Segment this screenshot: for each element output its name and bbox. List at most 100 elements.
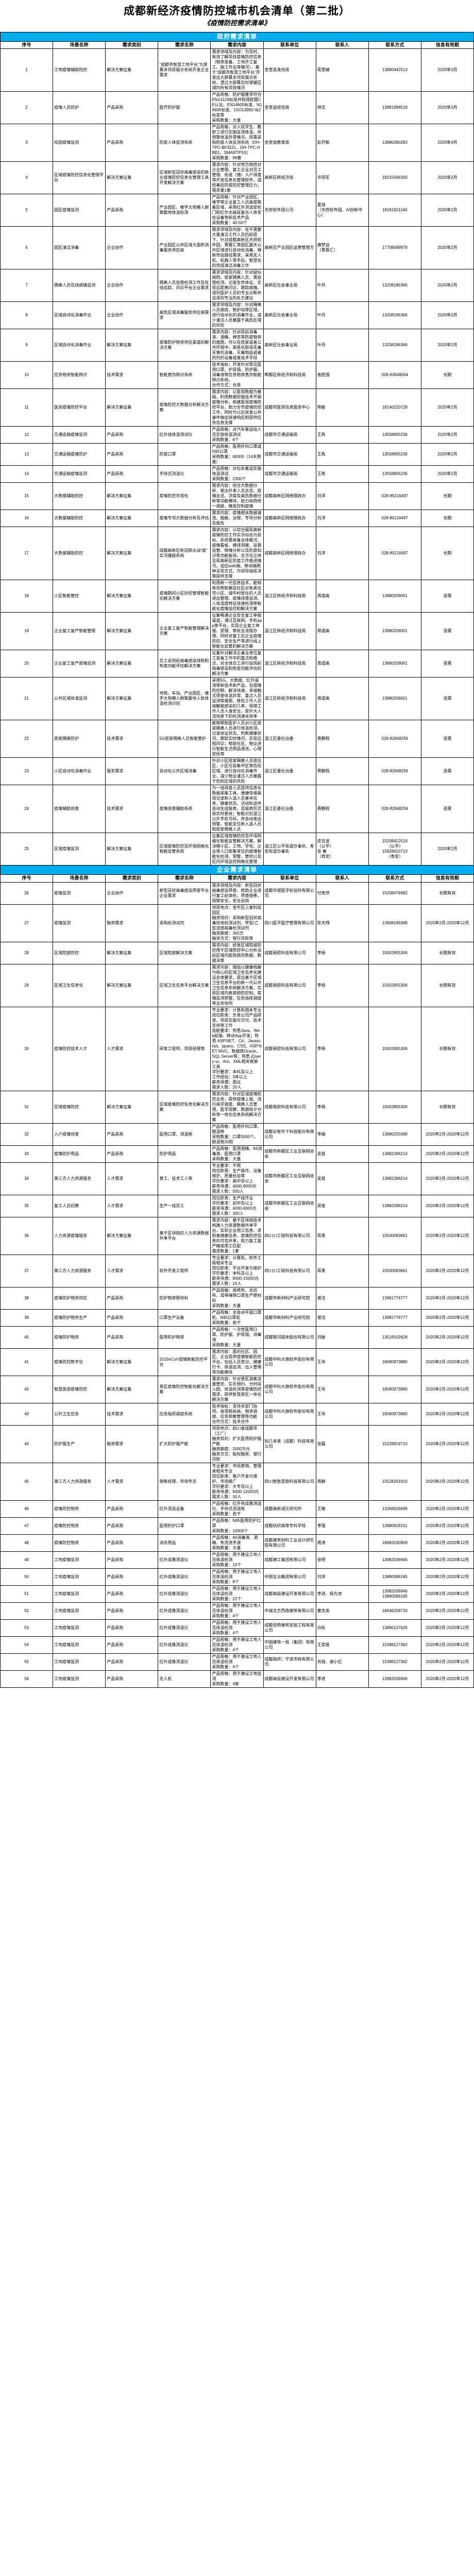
row-index: 55	[0, 1653, 54, 1671]
row-scene: 复工人员招聘	[53, 1194, 106, 1217]
row-contact-person: 李杨	[315, 1006, 369, 1091]
table-row: 17 大数据辅助防控 解决方案征集 成都高新区新冠肺炎战“疫”实况播报系统 需求内容：以…	[0, 527, 474, 581]
row-scene: 疫情防护用品	[53, 1145, 106, 1163]
row-contact-org: 成都高投建设开发有限公司	[263, 1670, 316, 1688]
row-contact-method: 18215566300	[368, 161, 421, 195]
row-demand-content: 专业要求：市场营销、管理类相关专业 岗位职责：客户开发与维护、市场推广 学历要求…	[210, 1462, 264, 1501]
row-contact-person: 刘洋	[315, 527, 369, 581]
row-category: 产品采购	[105, 1326, 159, 1349]
row-demand-name: 5G居家隔离人员智能管护	[158, 720, 211, 758]
table-header-row: 序号 场景名称 需求类别 需求名称 需求内容 联系单位 联系人 联系方式 信息有效期	[0, 41, 474, 49]
row-scene: 疫情监测	[53, 904, 106, 942]
row-demand-name: 产业园区公共区域大面积消毒服务供应商	[158, 226, 211, 270]
row-contact-method: 18080973880	[368, 1402, 421, 1426]
row-contact-method: 13208186366	[368, 269, 421, 302]
row-demand-name: 红外成像测温仪	[158, 1636, 211, 1654]
row-scene: 疫情防控物资	[53, 1500, 106, 1518]
row-validity: 2020年2月-2020年12月	[420, 1254, 474, 1287]
row-demand-name: 防疫口罩	[158, 443, 211, 466]
row-demand-content: 产品规格：熔喷布、无纺布、耳带绳等口罩生产原材料 采购数量：大量	[210, 1286, 264, 1310]
row-contact-org: 金堂县经信局	[263, 91, 316, 125]
row-validity: 亟需	[420, 720, 474, 758]
row-category: 产品采购	[105, 1568, 159, 1586]
row-category: 企业协作	[105, 269, 159, 302]
row-demand-name: 防护用品	[158, 1145, 211, 1163]
column-header-content: 需求内容	[210, 41, 264, 49]
column-header-category: 需求类别	[105, 874, 159, 883]
row-contact-person: 唐梦益 （菁蓉汇）	[315, 226, 369, 270]
row-scene: 园区疫情监测	[53, 194, 106, 227]
row-category: 人才需求	[105, 1162, 159, 1195]
row-validity: 2020年2月-2020年12月	[420, 1568, 474, 1586]
row-contact-method: 13882286214	[368, 1145, 421, 1163]
row-contact-method: 15228919710	[368, 1425, 421, 1463]
table-row: 5 园区疫情监测 产品采购 产业园区、楼宇大规模人群聚散地体温检测 产品规格：针对产业园…	[0, 194, 474, 227]
row-validity: 2020年2月-2020年12月	[420, 1123, 474, 1146]
row-index: 36	[0, 1216, 54, 1255]
row-contact-person: 周道高	[315, 612, 369, 651]
row-validity: 长期有效	[420, 963, 474, 1007]
row-validity: 2020年4月	[420, 124, 474, 162]
column-header-scene: 场景名称	[53, 41, 106, 49]
row-demand-name: 红外成像测温仪	[158, 1585, 211, 1603]
row-category: 解决方案征集	[105, 48, 159, 92]
row-contact-person: 王犇	[315, 465, 369, 483]
row-index: 43	[0, 1402, 54, 1426]
row-index: 28	[0, 941, 54, 964]
row-contact-person: 周道高	[315, 650, 369, 678]
row-contact-method: 13558805236	[368, 443, 421, 466]
column-header-validity: 信息有效期	[420, 41, 474, 49]
row-scene: 区域疫情监测	[53, 833, 106, 866]
row-demand-content: 产品规格：医用酒精、84消毒液、医用口罩 采购数量：大量	[210, 1145, 264, 1163]
column-header-person: 联系人	[315, 874, 369, 883]
table-row: 7 隔离人员在线病情监测 企业协作 隔离人员自我检测工作及在线追踪、问诊平台企业需求需…	[0, 269, 474, 302]
row-scene: 大数据辅助防控	[53, 482, 106, 511]
row-validity: 2020年2月-2020年12月	[420, 1551, 474, 1569]
row-demand-content: 产品规格：医用外科口罩、额温枪 采购数量：口罩5000个，额温枪20把	[210, 1123, 264, 1146]
row-contact-org: 郫都区新经济和科技局	[263, 361, 316, 389]
row-category: 产品采购	[105, 443, 159, 466]
row-demand-content: 需求领域及内容：新型冠状病毒感染筛查，帮助企业进行复工前体检，筛查隐患，保障安全…	[210, 882, 264, 905]
row-category: 技术需求	[105, 720, 159, 758]
column-header-validity: 信息有效期	[420, 874, 474, 883]
row-category: 解决方案征集	[105, 388, 159, 427]
row-index: 12	[0, 426, 54, 444]
table-row: 15 大数据辅助防控 解决方案征集 疫情防控可视化 需求内容：结合大数据分析，推出外来人…	[0, 482, 474, 511]
row-contact-method: 13880209001	[368, 677, 421, 721]
row-category: 解决方案征集	[105, 1216, 159, 1255]
row-demand-name: 疫情期间小区封控管理智能化解决方案	[158, 580, 211, 613]
row-index: 47	[0, 1517, 54, 1535]
row-contact-person: 吴俊	[315, 1145, 369, 1163]
row-validity: 2020年2月	[420, 443, 474, 466]
row-validity: 2020年2月	[420, 833, 474, 866]
row-scene: 园区清洁消毒	[53, 226, 106, 270]
row-contact-org: 高新区产业园区运营管理方	[263, 226, 316, 270]
row-index: 3	[0, 124, 54, 162]
row-category: 产品采购	[105, 1123, 159, 1146]
row-validity: 2020年3月	[420, 91, 474, 125]
row-scene: 交通运输疫情监测	[53, 426, 106, 444]
column-header-contact: 联系方式	[368, 41, 421, 49]
row-contact-method: 17708099978	[368, 226, 421, 270]
row-index: 19	[0, 612, 54, 651]
row-demand-name: 红外成像测温仪	[158, 1619, 211, 1637]
column-header-category: 需求类别	[105, 41, 159, 49]
row-contact-person: 谢浩	[315, 1286, 369, 1310]
row-category: 产品采购	[105, 194, 159, 227]
row-scene: 第三方人力资源服务	[53, 1462, 106, 1501]
row-validity: 长期有效	[420, 882, 474, 905]
row-scene: 区域自动化消毒作业	[53, 329, 106, 362]
row-validity: 2020年2月	[420, 426, 474, 444]
row-category: 解决方案征集	[105, 580, 159, 613]
row-demand-name: 软件开发工程师	[158, 1254, 211, 1287]
row-contact-org: 知几未来（成都）科技有限公司	[263, 1425, 316, 1463]
row-demand-name: 区域疫情防控信息化解决方案	[158, 1090, 211, 1124]
row-contact-method: 13880255089	[368, 1123, 421, 1146]
row-contact-method: 15388127362	[368, 1636, 421, 1654]
row-contact-org: 成都市新材料产业研究院	[263, 1286, 316, 1310]
row-contact-person: 钟志	[315, 91, 369, 125]
row-contact-method: 13880209001	[368, 580, 421, 613]
row-contact-person: 费鹏程	[315, 720, 369, 758]
row-category: 产品采购	[105, 1309, 159, 1327]
table-row: 51 工地疫情监测 产品采购 红外成像测温仪 产品规格：用于建设工地人员体温检测 采购数…	[0, 1585, 474, 1603]
